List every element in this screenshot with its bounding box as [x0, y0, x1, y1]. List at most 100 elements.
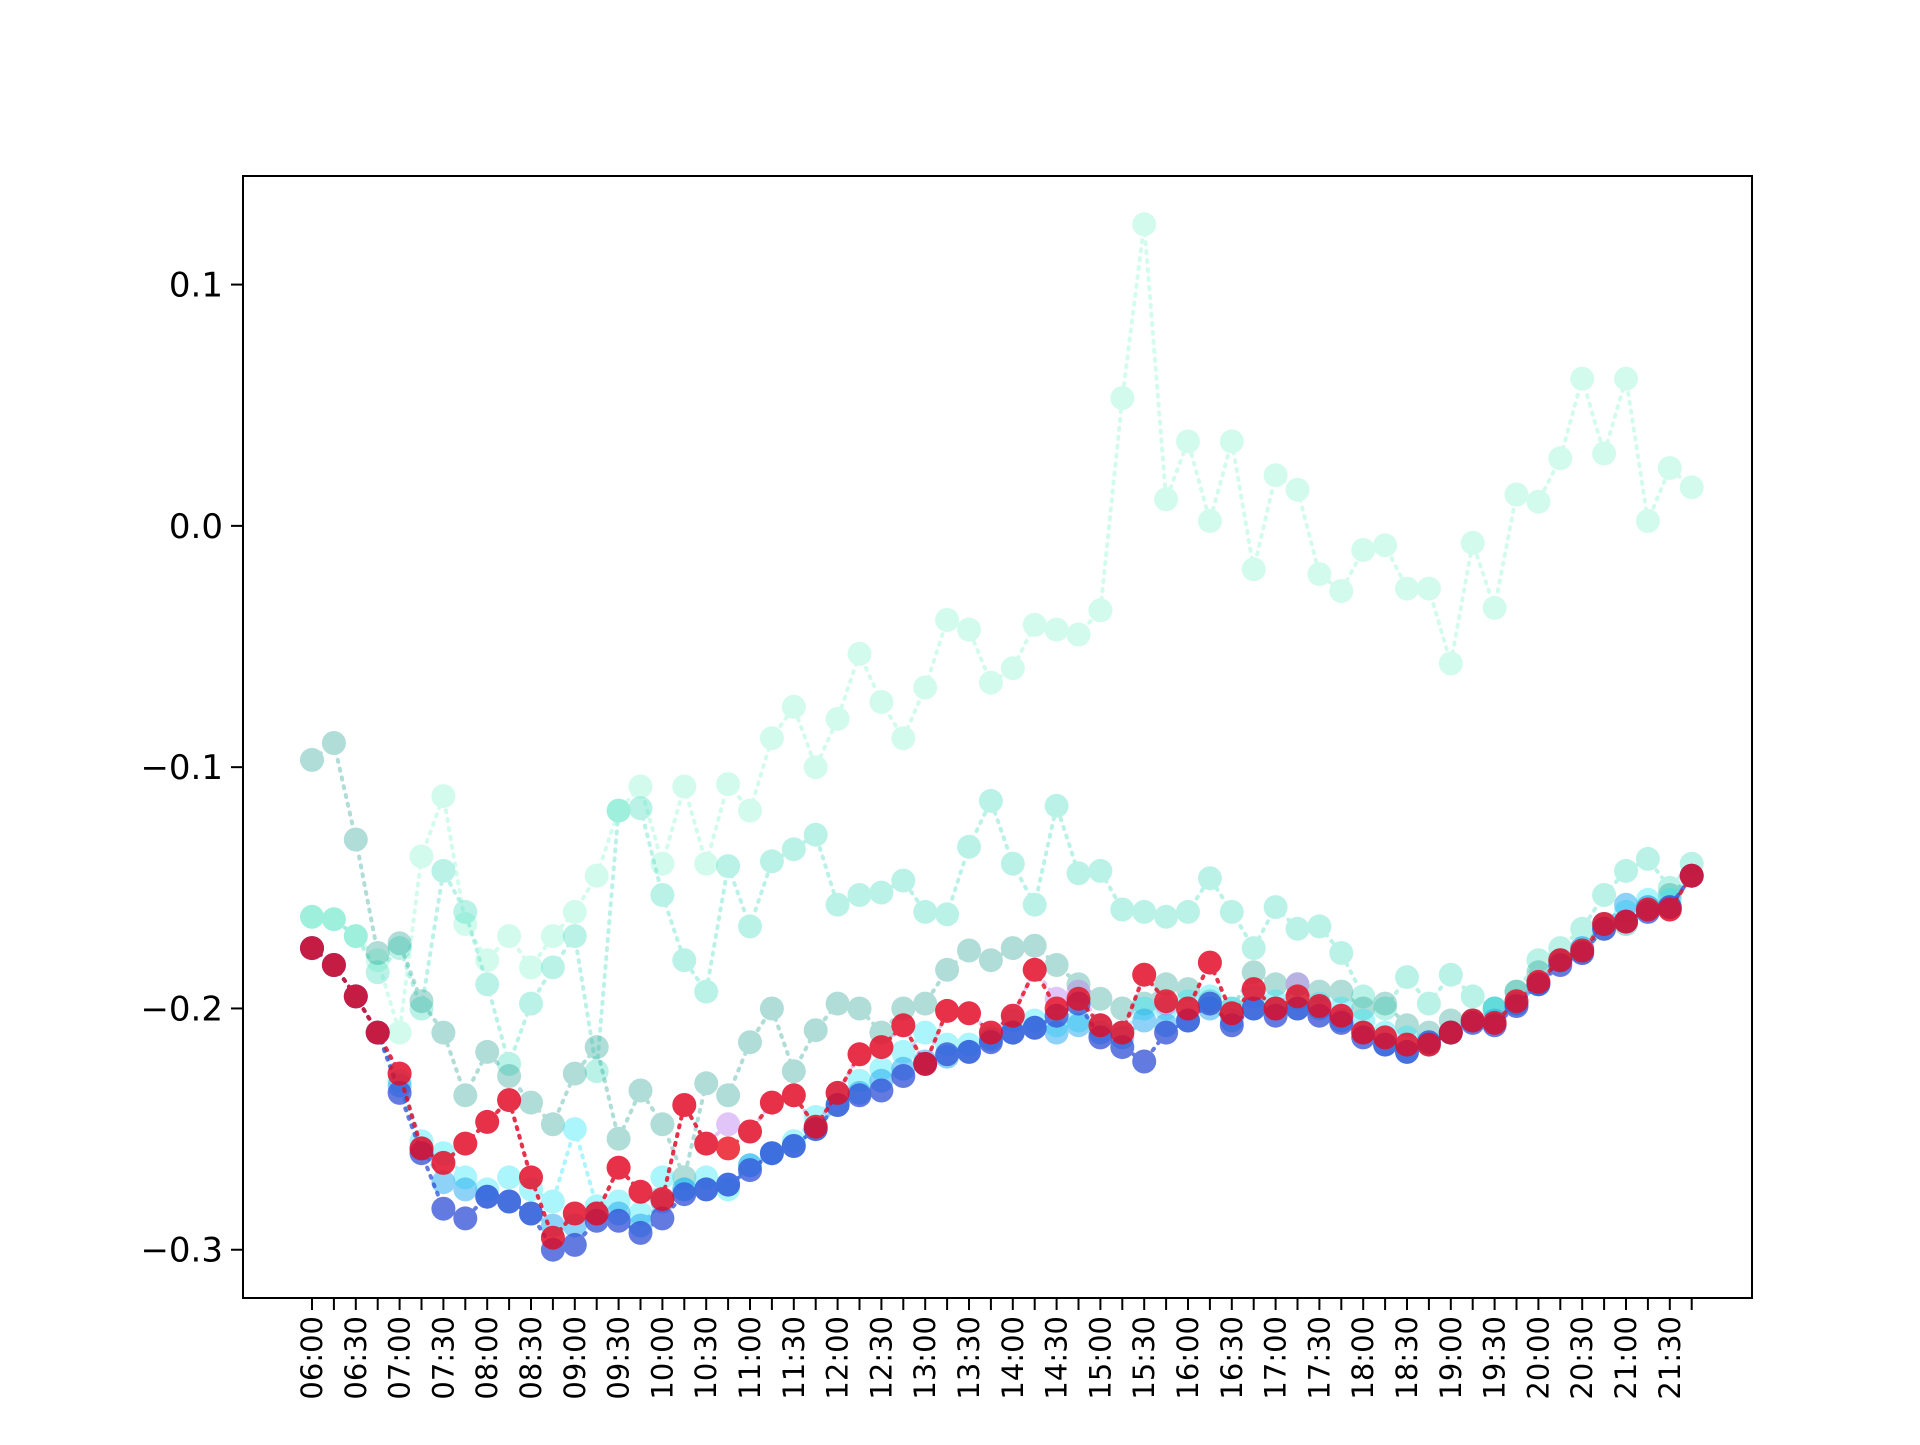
- plot-frame: [242, 175, 1753, 1299]
- series-2-point: [475, 972, 500, 997]
- series-4-point: [562, 1117, 587, 1142]
- series-1-point: [343, 924, 368, 949]
- series-7-point: [562, 1232, 587, 1257]
- series-5-point: [431, 1170, 456, 1195]
- series-2-point: [1022, 892, 1047, 917]
- series-1-point: [847, 641, 872, 666]
- series-1-point: [1373, 533, 1398, 558]
- series-8-point: [1438, 1020, 1463, 1045]
- x-tick-label: 15:30: [1127, 1316, 1161, 1400]
- x-tick-label: 18:00: [1346, 1316, 1380, 1400]
- series-2-point: [540, 955, 565, 980]
- series-7-point: [759, 1141, 784, 1166]
- series-8-point: [1176, 996, 1200, 1021]
- y-axis: −0.3 −0.2 −0.1 0.0 0.1: [140, 266, 243, 1271]
- series-1-point: [738, 798, 762, 823]
- series-5-point: [1066, 1013, 1091, 1038]
- series-3-point: [781, 1059, 806, 1084]
- series-1-point: [781, 694, 806, 719]
- series-8-point: [1373, 1025, 1398, 1050]
- series-8-point: [606, 1155, 631, 1180]
- series-3-point: [409, 989, 434, 1014]
- series-1-point: [1416, 576, 1441, 601]
- series-1-point: [387, 1020, 412, 1045]
- x-axis: 06:00 06:30 07:00 07:30 08:00 08:30 09:00 09:30…: [295, 1298, 1693, 1400]
- series-1-point: [321, 907, 346, 932]
- series-4-point: [497, 1165, 522, 1190]
- series-4-point: [913, 1020, 938, 1045]
- y-tick-label: −0.1: [140, 748, 223, 788]
- series-7-point: [781, 1134, 806, 1158]
- series-8-point: [650, 1187, 675, 1212]
- series-8-point: [365, 1020, 390, 1045]
- series-1-point: [1592, 441, 1617, 466]
- series-8-point: [540, 1225, 565, 1250]
- series-1-point: [1548, 446, 1573, 471]
- x-tick-label: 14:00: [996, 1316, 1030, 1400]
- series-8-line: [310, 873, 1694, 1242]
- series-1-point: [1110, 386, 1135, 410]
- series-7-point: [935, 1042, 960, 1067]
- series-8-point: [321, 953, 346, 977]
- series-8-point: [891, 1013, 916, 1038]
- series-3-point: [628, 1078, 653, 1103]
- series-1-point: [1395, 576, 1419, 601]
- series-2-point: [957, 834, 981, 859]
- series-2-point: [1154, 904, 1179, 929]
- series-1-point: [1088, 598, 1113, 623]
- series-3-point: [497, 1064, 522, 1088]
- series-1-point: [1197, 509, 1222, 533]
- series-2-point: [606, 798, 631, 823]
- series-1-point: [606, 798, 631, 823]
- series-2-point: [1614, 858, 1638, 883]
- series-2-point: [519, 991, 543, 1016]
- series-2-point: [1657, 875, 1682, 900]
- series-8-point: [1066, 986, 1091, 1011]
- series-1-point: [1351, 538, 1376, 562]
- x-tick-label: 08:30: [514, 1316, 548, 1400]
- series-8-point: [1132, 962, 1157, 987]
- series-8-point: [781, 1083, 806, 1108]
- series-7-point: [1000, 1020, 1025, 1045]
- series-2-point: [1438, 962, 1463, 987]
- series-8-point: [1504, 989, 1529, 1014]
- series-3-point: [321, 731, 346, 755]
- series-1-point: [1219, 429, 1244, 454]
- series-2-point: [497, 1051, 522, 1076]
- series-7-point: [1241, 996, 1266, 1021]
- series-8-point: [957, 1001, 981, 1026]
- series-1-point: [1504, 482, 1529, 507]
- x-tick-label: 17:30: [1302, 1316, 1336, 1400]
- series-3-point: [738, 1030, 762, 1055]
- series-1-point: [1482, 595, 1507, 620]
- series-7-point: [738, 1158, 762, 1183]
- series-7-point: [891, 1064, 916, 1088]
- series-2-point: [650, 883, 675, 907]
- series-2-point: [1395, 965, 1419, 990]
- series-3-point: [957, 938, 981, 963]
- series-8-point: [628, 1179, 653, 1204]
- series-8-point: [1088, 1013, 1113, 1038]
- series-8-point: [519, 1165, 543, 1190]
- series-3-point: [387, 931, 412, 956]
- series-8-point: [1329, 1003, 1354, 1028]
- series-8-point: [1110, 1020, 1135, 1045]
- series-7-point: [431, 1196, 456, 1221]
- series-1-point: [562, 899, 587, 924]
- series-1-point: [1000, 656, 1025, 681]
- series-1-point: [672, 774, 697, 799]
- series-8-point: [672, 1093, 697, 1117]
- series-3-point: [1044, 953, 1069, 977]
- series-2-point: [759, 849, 784, 874]
- x-tick-label: 21:00: [1609, 1316, 1643, 1400]
- series-8-point: [475, 1109, 500, 1134]
- series-2-point: [562, 924, 587, 949]
- series-1-point: [1614, 366, 1638, 391]
- series-3-point: [891, 996, 916, 1021]
- series-2-point: [365, 960, 390, 985]
- series-8-point: [1285, 984, 1310, 1009]
- series-1-point: [1132, 212, 1157, 237]
- series-2-point: [628, 796, 653, 821]
- series-3-point: [475, 1039, 500, 1064]
